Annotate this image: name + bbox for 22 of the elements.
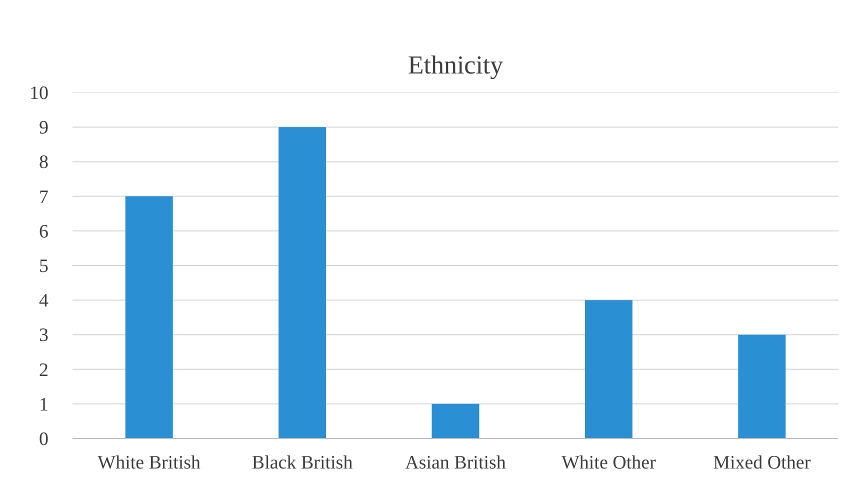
x-tick-label: White Other — [561, 452, 657, 474]
bar — [584, 300, 632, 438]
y-tick-label: 7 — [39, 186, 48, 208]
bar — [125, 196, 173, 438]
x-tick-label: Asian British — [405, 452, 506, 474]
y-tick-label: 5 — [39, 256, 48, 277]
y-tick-label: 6 — [39, 221, 48, 242]
bar — [738, 334, 786, 438]
y-tick-label: 8 — [39, 152, 48, 174]
y-tick-label: 9 — [39, 118, 48, 139]
y-tick-label: 4 — [39, 290, 49, 312]
bar — [278, 127, 326, 438]
x-tick-label: White British — [98, 452, 202, 474]
y-tick-label: 3 — [39, 325, 48, 346]
x-tick-label: Black British — [252, 452, 354, 474]
y-tick-label: 1 — [39, 394, 48, 416]
chart-title: Ethnicity — [408, 50, 504, 80]
y-tick-label: 10 — [30, 83, 48, 104]
bar — [432, 404, 480, 438]
y-tick-label: 0 — [39, 429, 48, 450]
x-tick-label: Mixed Other — [713, 452, 812, 474]
y-tick-label: 2 — [39, 360, 48, 381]
